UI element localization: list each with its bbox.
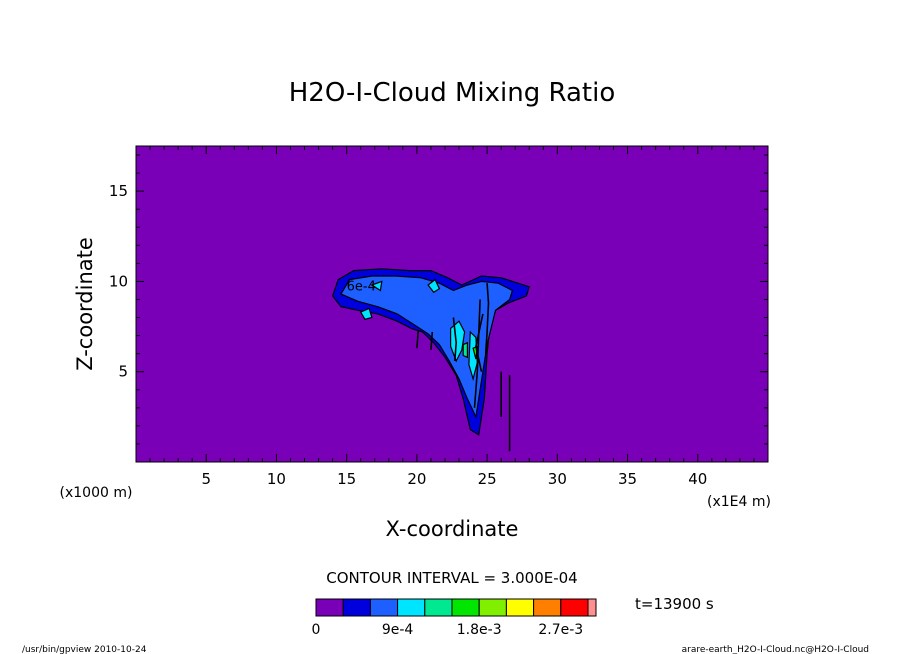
contour-region-anvil-inner: [340, 275, 514, 419]
x-tick-label: 15: [337, 470, 356, 488]
colorbar-swatch: [397, 598, 426, 617]
colorbar-swatch: [424, 598, 453, 617]
colorbar-tick-label: 0: [312, 622, 321, 638]
colorbar: [315, 598, 597, 617]
x-tick-label: 30: [548, 470, 567, 488]
contour-line-4: [430, 331, 434, 351]
colorbar-tick-label: 2.7e-3: [538, 622, 583, 638]
y-tick-label: 15: [109, 182, 128, 200]
colorbar-tick-label: 9e-4: [382, 622, 414, 638]
colorbar-swatch: [369, 598, 399, 617]
plot-frame: [135, 145, 769, 463]
chart-title: H2O-I-Cloud Mixing Ratio: [289, 78, 616, 108]
x-axis-title: X-coordinate: [386, 517, 519, 541]
colorbar-swatch: [587, 598, 597, 617]
colorbar-swatch: [342, 598, 371, 617]
contour-lines: [416, 283, 511, 452]
colorbar-labels: 0 9e-4 1.8e-3 2.7e-3: [312, 622, 584, 638]
contour-line-8: [475, 313, 484, 372]
x-tick-label: 10: [267, 470, 286, 488]
colorbar-swatch: [478, 598, 507, 617]
x-tick-label: 40: [688, 470, 707, 488]
y-unit-label: (x1000 m): [60, 485, 133, 501]
colorbar-swatch: [560, 598, 589, 617]
x-tick-labels: 5 10 15 20 25 30 35 40: [201, 470, 707, 488]
colorbar-swatch: [315, 598, 344, 617]
footer-right: arare-earth_H2O-I-Cloud.nc@H2O-I-Cloud: [682, 645, 869, 654]
colorbar-swatch: [505, 598, 535, 617]
contour-region-core-5: [370, 280, 383, 292]
footer-left: /usr/bin/gpview 2010-10-24: [22, 645, 147, 654]
contour-line-1: [484, 283, 490, 354]
x-tick-label: 35: [618, 470, 637, 488]
contour-region-core-4: [359, 307, 373, 320]
x-tick-label: 20: [407, 470, 426, 488]
time-label: t=13900 s: [635, 595, 714, 613]
x-tick-label: 5: [201, 470, 211, 488]
contour-line-5: [416, 330, 420, 349]
axis-ticks: [136, 146, 768, 462]
y-tick-label: 5: [118, 363, 128, 381]
x-unit-label: (x1E4 m): [707, 494, 771, 510]
contour-label: 6e-4: [347, 279, 376, 294]
contour-region-core-1: [450, 320, 466, 363]
contour-region-core-3: [427, 278, 441, 294]
contour-region-core-2: [468, 330, 478, 382]
colorbar-swatch: [533, 598, 562, 617]
colorbar-tick-label: 1.8e-3: [457, 622, 502, 638]
colorbar-swatch: [451, 598, 480, 617]
y-tick-label: 10: [109, 272, 128, 290]
contour-line-3: [452, 317, 458, 361]
y-axis-title: Z-coordinate: [73, 237, 97, 371]
y-tick-labels: 5 10 15: [109, 182, 128, 381]
x-tick-label: 25: [478, 470, 497, 488]
plot-area: 6e-4: [135, 145, 769, 463]
contour-region-core-6: [462, 341, 468, 359]
contour-interval-text: CONTOUR INTERVAL = 3.000E-04: [326, 569, 577, 587]
